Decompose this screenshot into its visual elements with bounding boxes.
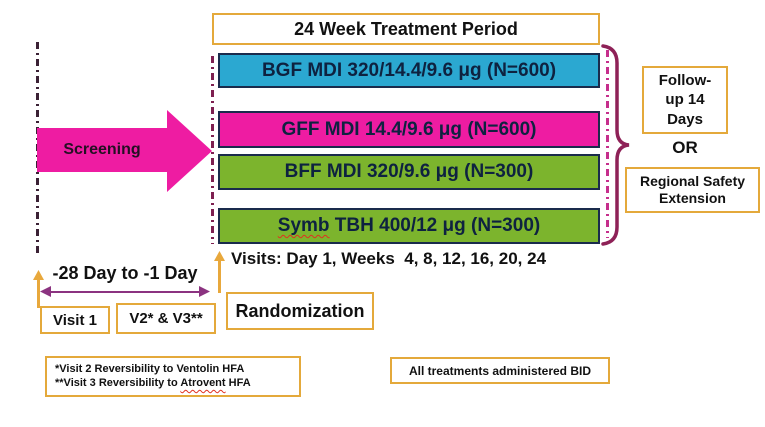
brace-dashline [606,50,609,238]
visits-label: Visits: Day 1, Weeks 4, 8, 12, 16, 20, 2… [231,249,547,268]
screening-label: Screening [63,141,141,158]
range-arrow-shaft [48,290,202,293]
randomization-arrow-head-icon [214,251,225,261]
grouping-brace-icon [601,44,630,246]
regional-line2: Extension [659,190,726,206]
followup-line1: Follow- [658,71,712,89]
range-arrow-right-icon [199,286,210,297]
randomization-arrow-shaft [218,260,221,293]
screening-window-label: -28 Day to -1 Day [52,263,198,283]
followup-box: Follow- up 14 Days [642,66,728,134]
range-arrow-left-icon [40,286,51,297]
followup-line2: up 14 [665,91,705,109]
visit1-label: Visit 1 [53,311,97,329]
bid-note-label: All treatments administered BID [408,363,592,378]
screening-window-arrow [40,286,210,298]
screening-arrow-head-icon [167,110,212,192]
treatment-period-box: 24 Week Treatment Period [212,13,600,45]
footnote-line2: **Visit 3 Reversibility to Atrovent HFA [55,376,251,390]
regional-safety-box: Regional Safety Extension [625,167,760,213]
randomization-box: Randomization [226,292,374,330]
footnote-box: *Visit 2 Reversibility to Ventolin HFA *… [45,356,301,397]
visit1-arrow-shaft [37,279,40,308]
treatment-arm-bff-label: BFF MDI 320/9.6 μg (N=300) [284,161,534,182]
treatment-arm-symb-label: Symb TBH 400/12 μg (N=300) [278,215,540,237]
footnote-line1: *Visit 2 Reversibility to Ventolin HFA [55,363,245,375]
or-label: OR [672,138,698,157]
treatment-arm-gff-label: GFF MDI 14.4/9.6 μg (N=600) [281,118,537,140]
visit1-box: Visit 1 [40,306,110,334]
randomization-label: Randomization [235,300,365,321]
treatment-arm-bff: BFF MDI 320/9.6 μg (N=300) [218,154,600,190]
treatment-period-label: 24 Week Treatment Period [294,18,518,39]
regional-line1: Regional Safety [639,172,746,189]
footnote-line2-pre: **Visit 3 Reversibility to [55,377,181,389]
bid-note-box: All treatments administered BID [390,357,610,384]
followup-line3: Days [667,110,703,128]
footnote-atrovent-word: Atrovent [180,377,226,389]
symb-word: Symb [277,215,330,236]
treatment-arm-gff: GFF MDI 14.4/9.6 μg (N=600) [218,111,600,148]
randomization-dashline [211,56,214,244]
screening-arrow: Screening [37,128,167,172]
v2v3-box: V2* & V3** [116,303,216,334]
treatment-arm-bgf: BGF MDI 320/14.4/9.6 μg (N=600) [218,53,600,88]
treatment-arm-bgf-label: BGF MDI 320/14.4/9.6 μg (N=600) [261,59,557,81]
visit1-arrow-head-icon [33,270,44,280]
symb-rest: TBH 400/12 μg (N=300) [329,215,541,236]
footnote-line2-post: HFA [225,377,251,389]
treatment-arm-symb: Symb TBH 400/12 μg (N=300) [218,208,600,244]
v2v3-label: V2* & V3** [129,310,203,327]
